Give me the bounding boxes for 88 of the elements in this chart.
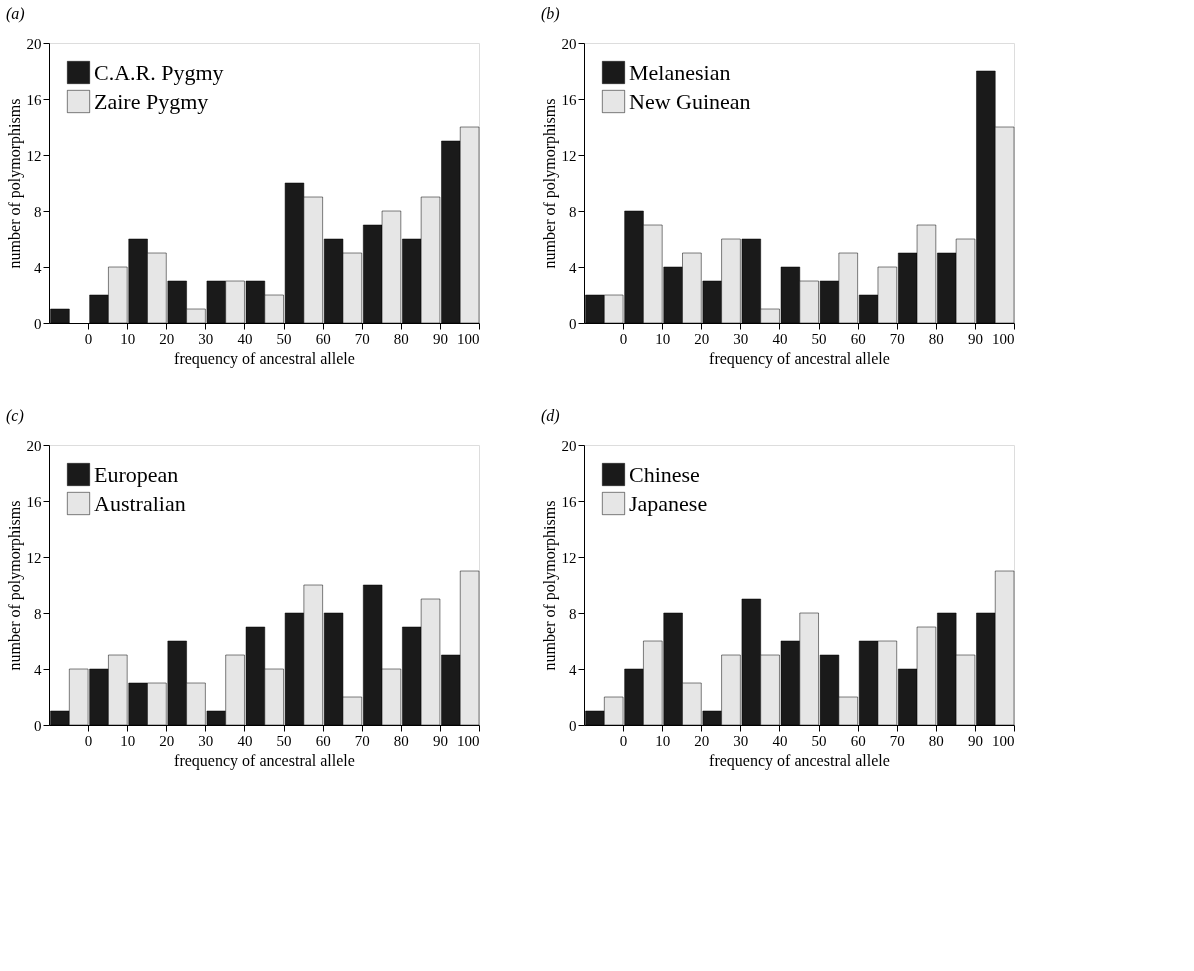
y-tick-label: 12 — [561, 549, 577, 566]
chart-title: (a) — [6, 5, 25, 23]
x-tick-label: 50 — [811, 732, 827, 749]
x-tick-label: 70 — [889, 732, 905, 749]
y-tick-label: 20 — [561, 35, 577, 52]
y-tick-label: 20 — [26, 35, 42, 52]
y-tick-label: 20 — [561, 437, 577, 454]
x-tick-label: 80 — [393, 732, 409, 749]
x-axis-title: frequency of ancestral allele — [709, 751, 890, 770]
x-tick-label: 40 — [772, 330, 788, 347]
legend-label: C.A.R. Pygmy — [94, 59, 224, 85]
x-tick-label: 100 — [992, 732, 1015, 749]
x-tick-label: 80 — [928, 732, 944, 749]
x-tick-label: 20 — [159, 330, 175, 347]
x-tick-label: 70 — [354, 330, 370, 347]
legend-label: Japanese — [629, 490, 708, 516]
y-tick-label: 8 — [34, 203, 42, 220]
y-tick-label: 0 — [34, 717, 42, 734]
x-tick-label: 0 — [84, 732, 93, 749]
y-tick-label: 4 — [34, 661, 42, 678]
x-tick-label: 60 — [850, 330, 866, 347]
y-tick-label: 16 — [26, 91, 42, 108]
legend-label: Melanesian — [629, 59, 731, 85]
x-tick-label: 10 — [120, 330, 136, 347]
x-tick-label: 0 — [84, 330, 93, 347]
chart-title: (b) — [541, 5, 560, 23]
x-tick-label: 90 — [432, 330, 448, 347]
x-tick-label: 30 — [733, 732, 749, 749]
x-tick-label: 20 — [694, 732, 710, 749]
y-tick-label: 8 — [34, 605, 42, 622]
x-axis-title: frequency of ancestral allele — [174, 349, 355, 368]
x-tick-label: 30 — [198, 732, 214, 749]
legend-label: New Guinean — [629, 88, 751, 114]
x-tick-label: 10 — [655, 330, 671, 347]
x-tick-label: 60 — [850, 732, 866, 749]
x-tick-label: 10 — [655, 732, 671, 749]
x-tick-label: 50 — [811, 330, 827, 347]
x-tick-label: 90 — [967, 330, 983, 347]
x-tick-label: 70 — [889, 330, 905, 347]
x-tick-label: 30 — [733, 330, 749, 347]
y-tick-label: 4 — [569, 259, 577, 276]
y-tick-label: 0 — [34, 315, 42, 332]
x-axis-title: frequency of ancestral allele — [174, 751, 355, 770]
x-tick-label: 80 — [928, 330, 944, 347]
x-tick-label: 40 — [237, 330, 253, 347]
x-tick-label: 100 — [457, 330, 480, 347]
x-tick-label: 90 — [967, 732, 983, 749]
x-tick-label: 30 — [198, 330, 214, 347]
x-tick-label: 0 — [619, 330, 628, 347]
y-tick-label: 4 — [569, 661, 577, 678]
y-axis-title: number of polymorphisms — [5, 500, 24, 671]
x-tick-label: 0 — [619, 732, 628, 749]
y-tick-label: 8 — [569, 203, 577, 220]
x-tick-label: 70 — [354, 732, 370, 749]
y-tick-label: 12 — [561, 147, 577, 164]
x-tick-label: 40 — [237, 732, 253, 749]
x-tick-label: 100 — [992, 330, 1015, 347]
y-tick-label: 0 — [569, 717, 577, 734]
y-tick-label: 12 — [26, 549, 42, 566]
legend-label: Australian — [94, 490, 186, 516]
y-tick-label: 16 — [26, 493, 42, 510]
x-tick-label: 20 — [694, 330, 710, 347]
y-tick-label: 16 — [561, 91, 577, 108]
y-tick-label: 12 — [26, 147, 42, 164]
legend-label: Zaire Pygmy — [94, 88, 209, 114]
y-tick-label: 4 — [34, 259, 42, 276]
legend-label: Chinese — [629, 461, 700, 487]
x-tick-label: 60 — [315, 330, 331, 347]
y-axis-title: number of polymorphisms — [540, 98, 559, 269]
x-tick-label: 90 — [432, 732, 448, 749]
y-tick-label: 0 — [569, 315, 577, 332]
x-tick-label: 100 — [457, 732, 480, 749]
x-tick-label: 50 — [276, 732, 292, 749]
y-tick-label: 16 — [561, 493, 577, 510]
x-tick-label: 40 — [772, 732, 788, 749]
x-axis-title: frequency of ancestral allele — [709, 349, 890, 368]
chart-title: (d) — [541, 407, 560, 425]
y-tick-label: 8 — [569, 605, 577, 622]
y-axis-title: number of polymorphisms — [5, 98, 24, 269]
x-tick-label: 60 — [315, 732, 331, 749]
x-tick-label: 50 — [276, 330, 292, 347]
legend-label: European — [94, 461, 179, 487]
y-axis-title: number of polymorphisms — [540, 500, 559, 671]
chart-title: (c) — [6, 407, 24, 425]
x-tick-label: 10 — [120, 732, 136, 749]
x-tick-label: 80 — [393, 330, 409, 347]
y-tick-label: 20 — [26, 437, 42, 454]
x-tick-label: 20 — [159, 732, 175, 749]
